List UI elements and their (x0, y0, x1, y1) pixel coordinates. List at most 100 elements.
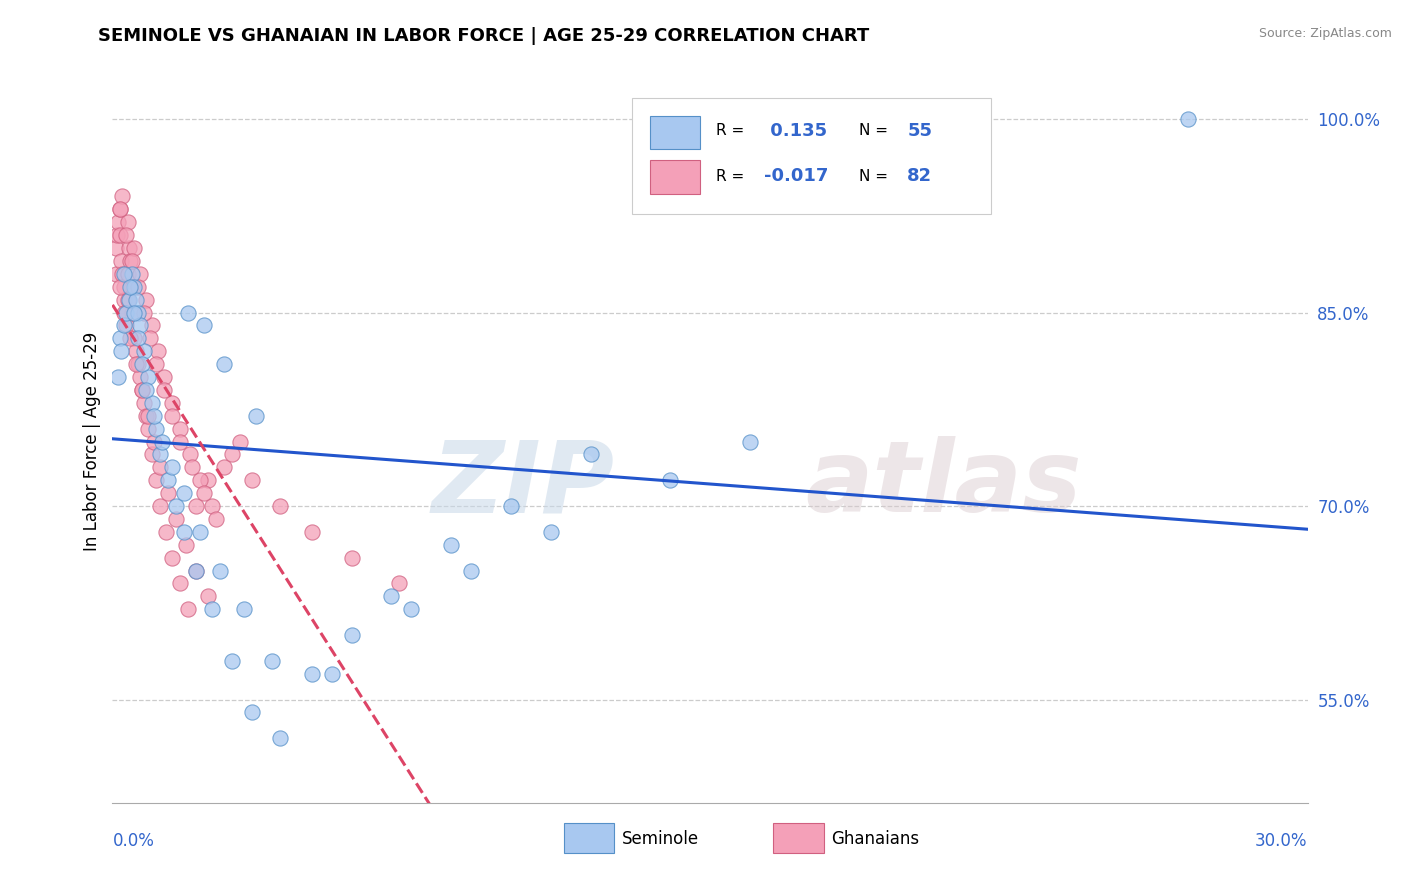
Point (169, 422, 191, 436)
Point (150, 434, 173, 449)
Point (186, 499, 208, 513)
Point (173, 486, 195, 500)
Point (141, 396, 163, 410)
Text: R =: R = (716, 123, 744, 138)
Point (131, 383, 153, 397)
Point (186, 564, 208, 578)
Point (143, 409, 166, 423)
Text: N =: N = (859, 169, 889, 184)
Point (121, 279, 143, 293)
Point (221, 654, 243, 668)
Point (107, 370, 129, 384)
Point (499, 499, 522, 513)
Point (110, 202, 132, 217)
Point (114, 293, 135, 307)
Point (141, 318, 163, 333)
Point (440, 538, 463, 552)
Point (169, 434, 191, 449)
Point (135, 409, 157, 423)
Point (181, 460, 204, 475)
Point (114, 305, 135, 319)
Point (177, 602, 200, 616)
Point (149, 460, 172, 475)
Point (127, 279, 149, 293)
Point (145, 422, 167, 436)
Point (138, 422, 160, 436)
Point (110, 254, 132, 268)
Point (125, 344, 148, 359)
Point (111, 189, 134, 203)
Text: 30.0%: 30.0% (1256, 831, 1308, 850)
Point (134, 396, 156, 410)
Point (165, 499, 187, 513)
Point (124, 331, 146, 345)
Point (173, 524, 195, 539)
Point (193, 318, 215, 333)
Point (127, 331, 149, 345)
Point (540, 524, 562, 539)
Point (108, 331, 131, 345)
Point (141, 447, 163, 461)
Point (738, 434, 761, 449)
Point (145, 357, 167, 371)
Point (131, 383, 153, 397)
Point (340, 550, 363, 565)
Point (115, 228, 138, 243)
Point (321, 666, 343, 681)
Point (121, 267, 143, 281)
Point (135, 293, 157, 307)
Point (117, 215, 139, 229)
Point (114, 267, 135, 281)
Point (124, 279, 146, 293)
Text: 0.0%: 0.0% (112, 831, 155, 850)
Point (240, 473, 263, 487)
Point (120, 254, 142, 268)
Point (115, 305, 138, 319)
Point (162, 409, 183, 423)
FancyBboxPatch shape (651, 161, 700, 194)
Point (269, 499, 291, 513)
Point (209, 564, 232, 578)
Point (193, 486, 215, 500)
Point (240, 706, 263, 720)
Point (153, 370, 176, 384)
Point (201, 499, 224, 513)
Point (117, 293, 139, 307)
Point (212, 357, 235, 371)
Point (201, 602, 224, 616)
Point (659, 473, 682, 487)
Point (233, 602, 256, 616)
Point (129, 318, 152, 333)
Point (1177, 112, 1199, 126)
Point (108, 279, 131, 293)
Point (105, 241, 128, 255)
Point (114, 305, 136, 319)
Point (129, 370, 152, 384)
Point (155, 524, 177, 539)
Point (221, 447, 243, 461)
Point (121, 305, 143, 319)
Point (460, 564, 482, 578)
Text: R =: R = (716, 169, 744, 184)
Point (205, 512, 228, 526)
Point (125, 357, 148, 371)
Text: atlas: atlas (806, 436, 1083, 533)
Point (401, 602, 423, 616)
Point (112, 318, 135, 333)
Point (148, 344, 170, 359)
Point (579, 447, 602, 461)
Point (138, 409, 160, 423)
Point (162, 396, 183, 410)
Point (162, 460, 183, 475)
Point (124, 241, 146, 255)
Text: Source: ZipAtlas.com: Source: ZipAtlas.com (1258, 27, 1392, 40)
Point (104, 267, 127, 281)
Point (149, 499, 172, 513)
Point (107, 215, 129, 229)
Point (110, 344, 132, 359)
Point (188, 524, 211, 539)
Point (157, 473, 180, 487)
Point (115, 318, 138, 333)
Text: 0.135: 0.135 (763, 122, 827, 140)
Point (245, 409, 267, 423)
